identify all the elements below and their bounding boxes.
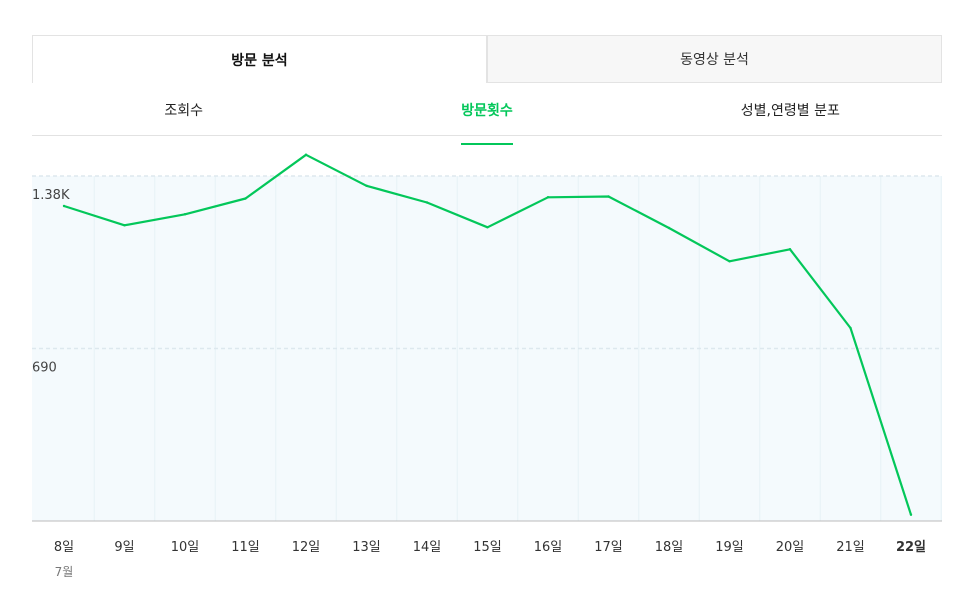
data-point xyxy=(728,260,731,263)
data-point xyxy=(304,153,308,156)
tab-gender-age-label: 성별,연령별 분포 xyxy=(740,102,840,119)
data-point xyxy=(123,224,126,227)
data-point xyxy=(546,196,550,199)
data-point xyxy=(183,213,187,216)
x-tick-label: 12일 xyxy=(292,540,321,555)
data-point xyxy=(62,204,66,208)
data-point xyxy=(667,226,671,230)
x-tick-label: 15일 xyxy=(473,540,502,555)
data-point xyxy=(788,248,792,251)
y-tick-label: 1.38K xyxy=(32,188,70,203)
data-point xyxy=(607,195,610,198)
tab-visit-count-label: 방문횟수 xyxy=(461,100,513,145)
data-point xyxy=(909,513,913,516)
month-label: 7월 xyxy=(55,565,74,579)
metric-tabs: 조회수 방문횟수 성별,연령별 분포 xyxy=(32,84,942,145)
x-tick-label: 20일 xyxy=(776,540,805,555)
tab-views[interactable]: 조회수 xyxy=(32,84,335,135)
data-point xyxy=(425,201,429,204)
data-point xyxy=(365,184,368,187)
x-tick-label: 19일 xyxy=(715,540,744,555)
x-tick-label: 18일 xyxy=(655,540,684,555)
tab-views-label: 조회수 xyxy=(164,102,203,119)
tab-video-analysis[interactable]: 동영상 분석 xyxy=(487,35,942,83)
x-tick-label: 16일 xyxy=(534,540,563,555)
x-tick-label: 22일 xyxy=(896,540,926,555)
x-tick-label: 17일 xyxy=(594,540,623,555)
analysis-tabs: 방문 분석 동영상 분석 xyxy=(32,35,942,83)
tab-visit-analysis[interactable]: 방문 분석 xyxy=(32,35,487,83)
tab-visit-count[interactable]: 방문횟수 xyxy=(335,84,638,145)
y-tick-label: 690 xyxy=(32,361,57,376)
data-point xyxy=(486,226,489,229)
tab-gender-age[interactable]: 성별,연령별 분포 xyxy=(639,84,942,135)
x-tick-label: 9일 xyxy=(114,540,134,555)
data-point xyxy=(849,326,852,330)
x-tick-label: 14일 xyxy=(413,540,442,555)
x-tick-label: 8일 xyxy=(54,540,74,555)
x-tick-label: 13일 xyxy=(352,540,381,555)
data-point xyxy=(244,197,247,200)
x-tick-label: 21일 xyxy=(836,540,865,555)
x-tick-label: 11일 xyxy=(231,540,260,555)
x-tick-label: 10일 xyxy=(171,540,200,555)
